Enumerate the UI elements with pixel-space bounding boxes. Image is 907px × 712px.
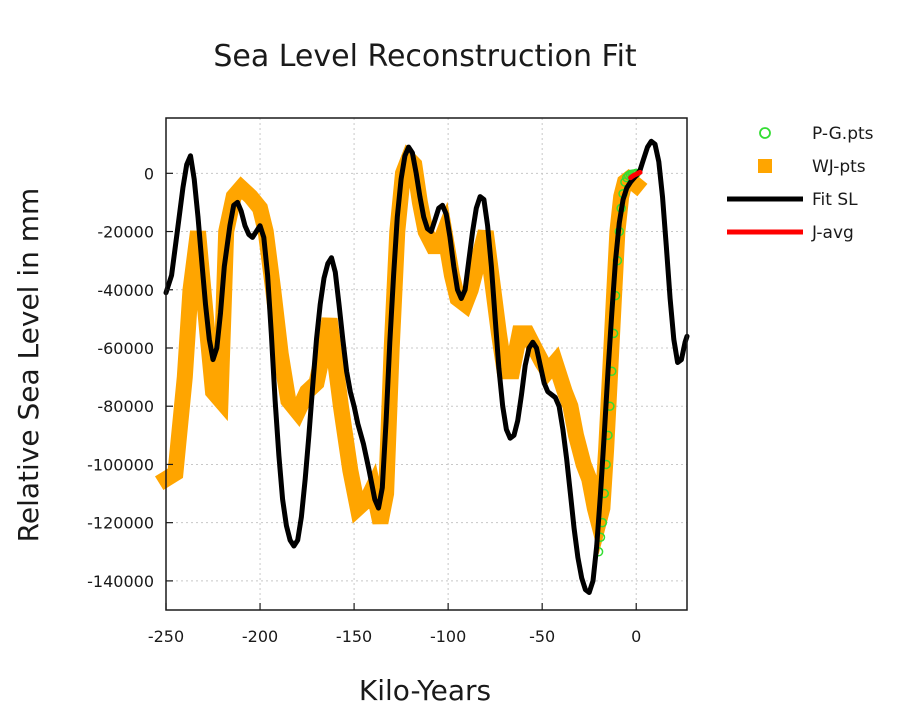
series-j-avg <box>628 169 643 181</box>
series-wj-pts <box>154 144 648 555</box>
y-axis-label: Relative Sea Level in mm <box>12 188 45 543</box>
x-tick-label: -100 <box>430 627 466 646</box>
axis-ticks: -250 -200 -150 -100 -50 0 0 -20000 -40000 -60000 -… <box>87 164 641 646</box>
y-tick-label: -60000 <box>97 339 154 358</box>
y-tick-label: -80000 <box>97 397 154 416</box>
x-tick-label: -50 <box>529 627 555 646</box>
series-fit-sl <box>163 138 690 595</box>
legend-label-fit-sl: Fit SL <box>812 190 858 210</box>
legend-swatch-wj-pts <box>758 159 772 173</box>
x-tick-label: 0 <box>631 627 641 646</box>
plot-frame <box>165 117 688 611</box>
series-layer <box>154 138 690 595</box>
legend: P-G.pts WJ-pts Fit SL J-avg <box>727 124 874 243</box>
x-tick-label: -200 <box>242 627 278 646</box>
legend-label-j-avg: J-avg <box>811 223 854 243</box>
y-tick-label: -40000 <box>97 281 154 300</box>
y-tick-label: -140000 <box>87 572 154 591</box>
y-tick-label: -100000 <box>87 455 154 474</box>
x-tick-label: -250 <box>148 627 184 646</box>
legend-label-p-g-pts: P-G.pts <box>812 124 874 144</box>
series-line-wj-pts <box>154 144 648 555</box>
y-tick-label: -120000 <box>87 514 154 533</box>
chart-title: Sea Level Reconstruction Fit <box>213 39 637 74</box>
plot-area: -250 -200 -150 -100 -50 0 0 -20000 -40000 -60000 -… <box>87 117 690 646</box>
series-line-fit-sl <box>163 138 690 595</box>
legend-swatch-p-g-pts <box>759 127 771 139</box>
x-axis-label: Kilo-Years <box>359 674 491 707</box>
legend-label-wj-pts: WJ-pts <box>812 157 866 177</box>
y-tick-label: -20000 <box>97 223 154 242</box>
x-tick-label: -150 <box>336 627 372 646</box>
series-line-j-avg <box>628 169 643 181</box>
y-tick-label: 0 <box>144 164 154 183</box>
